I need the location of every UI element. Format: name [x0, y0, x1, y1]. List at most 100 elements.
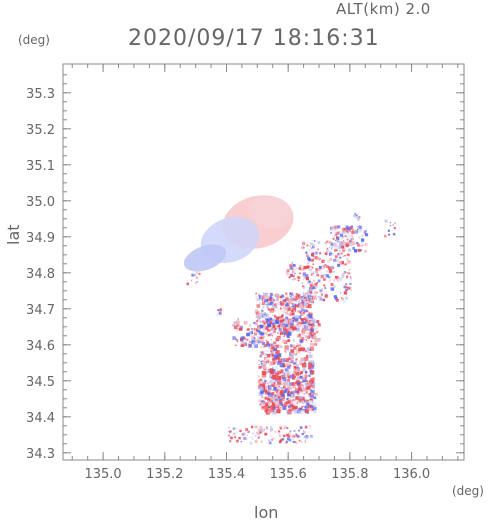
echo-pixel [287, 373, 289, 375]
echo-pixel [311, 401, 315, 405]
echo-pixel [308, 313, 310, 316]
echo-pixel [281, 393, 285, 397]
echo-pixel [317, 279, 321, 283]
echo-pixel [331, 228, 335, 232]
echo-pixel [343, 230, 347, 235]
echo-pixel [250, 436, 253, 439]
echo-pixel [253, 329, 255, 332]
echo-pixel [257, 336, 261, 340]
echo-pixel [312, 273, 315, 277]
echo-pixel [337, 246, 341, 250]
echo-pixel [273, 389, 276, 393]
echo-pixel [274, 379, 278, 382]
echo-pixel [356, 225, 359, 228]
echo-pixel [272, 343, 275, 347]
echo-pixel [265, 295, 269, 299]
echo-pixel [312, 335, 317, 340]
echo-pixel [264, 353, 268, 356]
echo-pixel [235, 320, 240, 325]
echo-pixel [276, 309, 278, 311]
echo-pixel [313, 240, 316, 242]
echo-pixel [330, 254, 333, 257]
echo-pixel [285, 379, 287, 381]
echo-pixel [286, 384, 291, 389]
echo-pixel [310, 434, 312, 437]
echo-pixel [315, 298, 317, 300]
echo-pixel [323, 292, 326, 294]
echo-pixel [308, 359, 311, 361]
echo-pixel [292, 330, 295, 333]
echo-pixel [288, 300, 293, 305]
echo-pixel [290, 349, 294, 353]
echo-pixel [322, 298, 326, 302]
echo-pixel [309, 360, 315, 365]
echo-pixel [345, 231, 348, 235]
echo-pixel [280, 382, 285, 386]
echo-pixel [279, 380, 284, 384]
echo-pixel [298, 430, 300, 432]
echo-pixel [268, 300, 272, 304]
echo-pixel [323, 278, 326, 281]
echo-pixel [271, 438, 274, 441]
echo-pixel [298, 398, 302, 402]
echo-pixel [277, 313, 280, 316]
echo-pixel [334, 296, 338, 301]
echo-pixel [292, 386, 295, 389]
echo-pixel [285, 433, 289, 437]
echo-pixel [332, 235, 335, 238]
echo-pixel [269, 380, 274, 384]
echo-pixel [293, 385, 296, 389]
echo-pixel [298, 267, 302, 270]
echo-pixel [323, 265, 326, 268]
echo-pixel [274, 430, 277, 433]
echo-pixel [300, 318, 305, 322]
echo-pixel [271, 392, 275, 395]
echo-pixel [310, 297, 313, 299]
echo-pixel [294, 383, 297, 386]
echo-pixel [302, 312, 306, 315]
echo-pixel [291, 327, 295, 331]
echo-pixel [327, 266, 332, 270]
echo-pixel [235, 344, 237, 347]
echo-pixel [265, 409, 269, 413]
echo-pixel [303, 247, 305, 249]
echo-pixel [287, 432, 290, 435]
echo-pixel [324, 252, 328, 256]
echo-pixel [276, 356, 280, 360]
echo-pixel [289, 364, 292, 367]
echo-pixel [291, 262, 293, 264]
echo-pixel [254, 425, 258, 429]
echo-pixel [358, 225, 362, 230]
echo-pixel [261, 401, 265, 406]
echo-pixel [274, 328, 277, 331]
echo-pixel [303, 318, 307, 322]
echo-pixel [232, 336, 236, 340]
echo-pixel [270, 333, 273, 335]
echo-pixel [311, 323, 315, 328]
echo-pixel [300, 383, 303, 386]
echo-pixel [303, 279, 305, 281]
echo-pixel [289, 408, 292, 412]
echo-pixel [259, 425, 263, 429]
echo-pixel [317, 241, 321, 244]
echo-pixel [313, 279, 316, 282]
echo-pixel [278, 440, 282, 444]
echo-pixel [307, 388, 311, 391]
echo-pixel [388, 233, 390, 236]
echo-pixel [291, 306, 293, 308]
echo-pixel [343, 241, 347, 246]
echo-pixel [271, 404, 276, 410]
echo-pixel [256, 317, 260, 321]
echo-pixel [273, 314, 276, 316]
echo-pixel [303, 320, 306, 322]
echo-pixel [351, 228, 355, 231]
echo-pixel [311, 286, 315, 290]
echo-pixel [310, 320, 314, 323]
echo-pixel [285, 302, 289, 307]
echo-pixel [264, 326, 269, 330]
echo-pixel [276, 403, 280, 406]
echo-pixel [354, 230, 359, 234]
echo-pixel [329, 247, 331, 249]
echo-pixel [272, 325, 276, 329]
echo-pixel [345, 249, 347, 251]
